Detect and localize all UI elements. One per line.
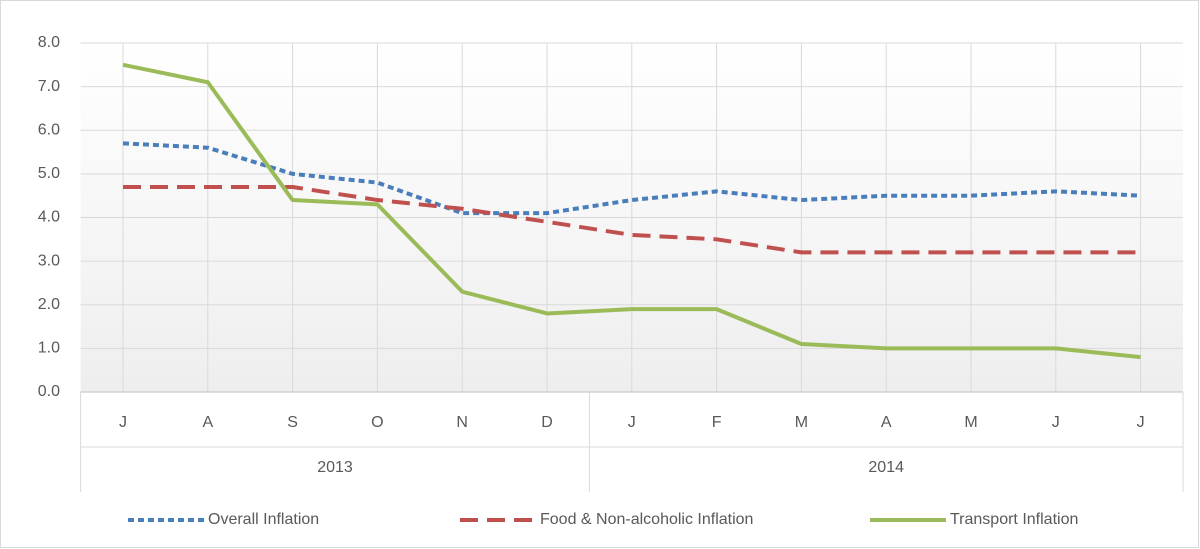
y-tick-label: 2.0 — [38, 296, 60, 313]
x-tick-label: A — [881, 414, 892, 431]
y-tick-label: 8.0 — [38, 34, 60, 51]
x-tick-label: J — [628, 414, 636, 431]
x-tick-label: A — [202, 414, 213, 431]
series-line — [123, 184, 1141, 255]
legend-label: Food & Non-alcoholic Inflation — [540, 511, 753, 528]
x-tick-label: N — [456, 414, 468, 431]
legend-label: Overall Inflation — [208, 511, 319, 528]
x-tick-label: O — [371, 414, 383, 431]
x-tick-label: F — [712, 414, 722, 431]
y-tick-label: 0.0 — [38, 383, 60, 400]
series-line — [122, 62, 1141, 360]
group-label: 2014 — [868, 459, 904, 476]
y-tick-label: 4.0 — [38, 209, 60, 226]
x-tick-label: J — [119, 414, 127, 431]
x-tick-label: M — [964, 414, 977, 431]
y-tick-label: 7.0 — [38, 78, 60, 95]
x-tick-label: S — [287, 414, 298, 431]
x-tick-label: D — [541, 414, 553, 431]
x-tick-label: M — [795, 414, 808, 431]
y-tick-label: 1.0 — [38, 340, 60, 357]
y-tick-label: 5.0 — [38, 165, 60, 182]
group-label: 2013 — [317, 459, 353, 476]
series-line — [122, 141, 1141, 216]
legend-label: Transport Inflation — [950, 511, 1078, 528]
y-tick-label: 3.0 — [38, 252, 60, 269]
y-tick-label: 6.0 — [38, 121, 60, 138]
x-tick-label: J — [1137, 414, 1145, 431]
x-tick-label: J — [1052, 414, 1060, 431]
